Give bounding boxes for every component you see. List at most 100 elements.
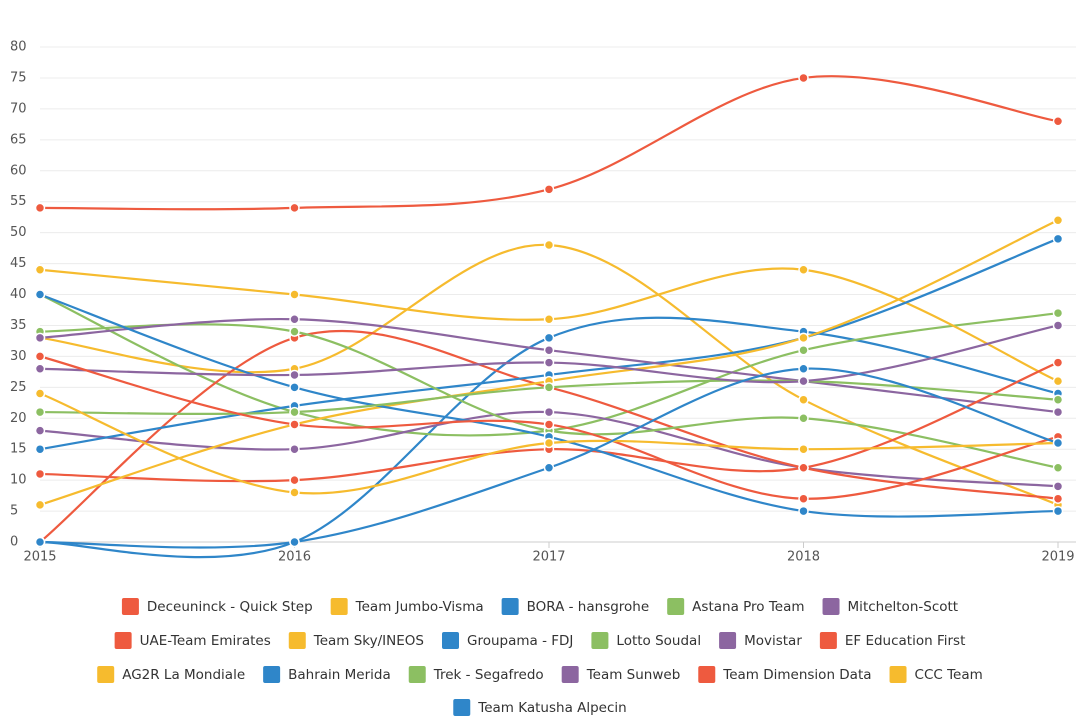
data-point [543,437,555,449]
legend-label: Team Sunweb [586,667,681,683]
data-point [1052,481,1064,492]
data-point [798,462,809,473]
data-point [1052,406,1064,418]
data-point [289,382,300,393]
data-point [543,419,555,430]
legend-swatch [591,632,609,649]
series-line [39,367,1059,549]
x-tick-label: 2017 [532,550,565,565]
legend-label: BORA - hansgrohe [527,599,650,615]
data-point [1052,462,1064,473]
data-point [289,406,300,418]
legend-row: Deceuninck - Quick Step Team Jumbo-Visma B… [121,598,958,615]
data-point [1052,505,1064,517]
x-tick-label: 2016 [278,550,311,565]
legend-label: Team Dimension Data [722,667,871,683]
legend-row: AG2R La Mondiale Bahrain Merida Trek - Seg… [97,666,983,683]
y-tick-label: 55 [10,194,27,209]
data-point [34,202,46,214]
legend-swatch [453,699,471,716]
legend-swatch [561,666,579,683]
legend-label: Deceuninck - Quick Step [147,599,313,615]
legend-label: UAE-Team Emirates [140,633,271,649]
data-point [1052,233,1064,245]
data-point [34,289,46,300]
legend-label: CCC Team [915,667,983,683]
legend-row: Team Katusha Alpecin [453,699,627,716]
data-point [34,363,46,374]
data-point [289,369,300,381]
legend-swatch [408,666,426,683]
legend-swatch [667,598,685,615]
legend-label: Trek - Segafredo [433,667,544,683]
data-point [34,536,46,548]
data-point [798,72,809,84]
legend-label: AG2R La Mondiale [122,667,245,683]
data-point [798,264,809,275]
data-point [289,202,300,214]
y-tick-label: 35 [10,318,27,333]
legend-swatch [121,598,139,615]
legend-label: Groupama - FDJ [467,633,573,649]
legend-label: Movistar [744,633,802,649]
y-tick-label: 50 [10,225,27,240]
data-point [34,406,46,418]
data-point [1052,215,1064,226]
y-tick-label: 70 [10,101,27,116]
data-point [1052,307,1064,319]
x-tick-label: 2018 [787,550,820,565]
data-point [1052,493,1064,504]
data-point [798,375,809,387]
legend-swatch [501,598,519,615]
y-tick-label: 60 [10,163,27,178]
data-point [34,425,46,436]
legend-swatch [822,598,840,615]
legend-swatch [442,632,459,649]
legend-swatch [97,666,115,683]
legend-label: Bahrain Merida [288,667,391,683]
y-tick-label: 45 [10,256,27,271]
y-tick-label: 80 [10,40,27,55]
data-point [1052,394,1064,405]
y-tick-label: 5 [10,504,18,519]
data-point [289,536,300,548]
y-tick-label: 40 [10,287,27,302]
legend-swatch [719,632,737,649]
legend-row: UAE-Team Emirates Team Sky/INEOS Groupama … [114,632,966,649]
data-point [543,406,555,418]
data-point [798,363,809,374]
legend-swatch [288,632,306,649]
legend-swatch [114,632,132,649]
data-point [798,505,809,517]
legend-label: EF Education First [845,633,966,649]
data-point [34,468,46,480]
y-tick-label: 30 [10,349,27,364]
legend-swatch [819,632,837,649]
legend-swatch [263,666,281,683]
legend-label: Team Katusha Alpecin [477,700,626,716]
data-point [34,332,46,344]
y-tick-label: 20 [10,411,27,426]
legend-swatch [889,666,907,683]
data-point [289,326,300,337]
data-point [289,419,300,430]
data-point [1052,320,1064,331]
data-point [1052,375,1064,387]
legend-label: Team Sky/INEOS [313,633,424,649]
data-point [34,499,46,511]
y-tick-label: 65 [10,132,27,147]
data-point [34,264,46,275]
y-tick-label: 0 [10,535,18,550]
data-point [543,239,555,251]
legend-label: Astana Pro Team [692,599,804,615]
y-tick-label: 25 [10,380,27,395]
data-point [34,351,46,362]
legend-swatch [698,666,716,683]
data-point [798,493,809,504]
x-tick-label: 2019 [1041,550,1074,565]
legend-label: Lotto Soudal [616,633,701,649]
data-point [798,413,809,424]
data-point [543,462,555,473]
data-point [798,332,809,344]
